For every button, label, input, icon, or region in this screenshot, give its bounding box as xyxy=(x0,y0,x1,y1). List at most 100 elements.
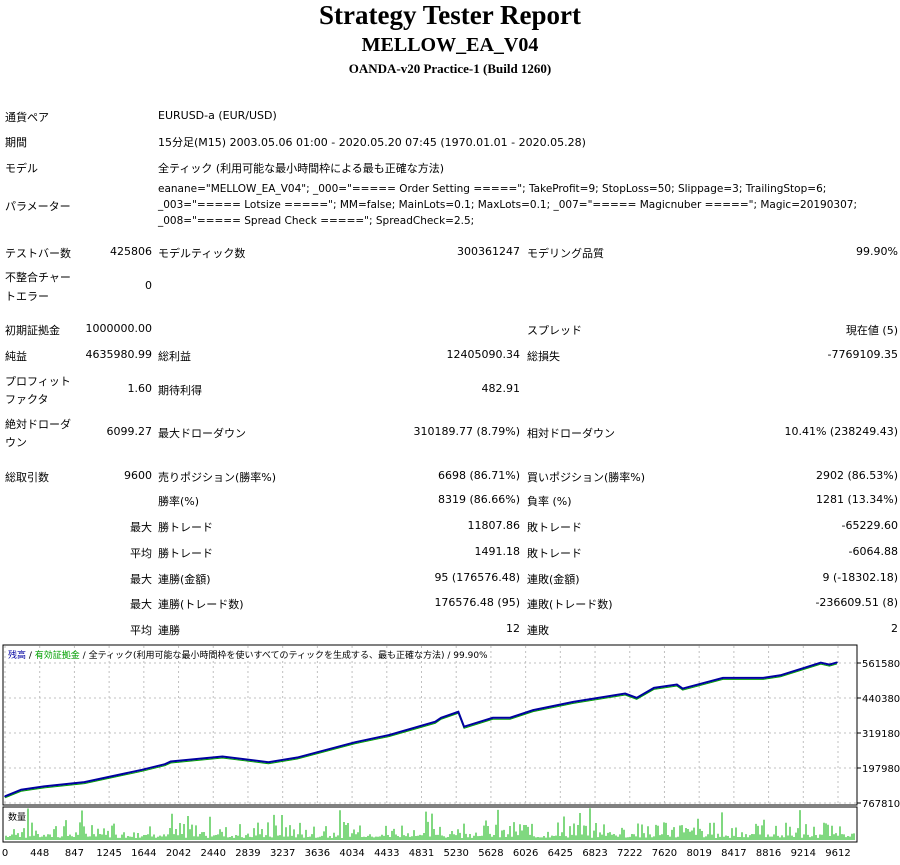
stat-avg-loss-label: 敗トレード xyxy=(527,547,582,560)
stat-ticks: 300361247 xyxy=(457,245,520,258)
legend-model: 全ティック(利用可能な最小時間枠を使いすべてのティックを生成する、最も正確な方法… xyxy=(89,649,445,661)
stat-mismatch: 0 xyxy=(145,279,152,292)
stat-win-pct: 8319 (86.66%) xyxy=(437,493,520,506)
stat-max-label: 最大 xyxy=(130,598,152,611)
stat-avg-label: 平均 xyxy=(130,624,152,637)
balance-point xyxy=(653,687,655,689)
x-tick-label: 5230 xyxy=(443,848,468,859)
stat-gross-profit-label: 総利益 xyxy=(158,350,191,363)
balance-point xyxy=(722,677,724,679)
period-value: 15分足(M15) 2003.05.06 01:00 - 2020.05.20 … xyxy=(158,136,586,149)
legend-sep1: / xyxy=(26,651,35,661)
x-tick-label: 0 xyxy=(2,848,8,859)
symbol-label: 通貨ペア xyxy=(5,111,49,124)
stat-max-cons-wins: 95 (176576.48) xyxy=(434,571,520,584)
balance-point xyxy=(296,756,299,759)
balance-point xyxy=(267,761,270,763)
y-tick-label: 1979808 xyxy=(862,764,900,775)
stat-pf-label2: ファクタ xyxy=(5,393,49,406)
stat-quality: 99.90% xyxy=(856,245,898,258)
balance-point xyxy=(388,734,391,736)
stat-short-label: 売りポジション(勝率%) xyxy=(158,471,277,484)
balance-point xyxy=(819,661,822,664)
stat-net: 4635980.99 xyxy=(85,348,152,361)
x-tick-label: 5628 xyxy=(478,848,503,859)
stat-mismatch-label1: 不整合チャー xyxy=(5,271,71,284)
stat-avg-win-label: 勝トレード xyxy=(158,547,213,560)
x-tick-label: 448 xyxy=(30,848,49,859)
legend-equity: 有効証拠金 xyxy=(35,649,80,661)
stat-avg-cons-wins: 12 xyxy=(506,622,520,635)
model-value: 全ティック (利用可能な最小時間枠による最も正確な方法) xyxy=(158,162,445,175)
balance-point xyxy=(762,677,765,679)
volume-label: 数量 xyxy=(8,811,26,823)
balance-point xyxy=(221,755,224,758)
stat-ticks-label: モデルティック数 xyxy=(158,247,246,260)
balance-point xyxy=(20,788,22,791)
balance-point xyxy=(681,687,684,690)
x-tick-label: 2440 xyxy=(201,848,226,859)
params-line: _003="===== Lotsize ====="; MM=false; Ma… xyxy=(158,199,857,211)
x-tick-label: 6026 xyxy=(513,848,538,859)
balance-point xyxy=(828,663,831,666)
stat-max-cons-loss-label: 連敗(トレード数) xyxy=(527,598,613,611)
model-label: モデル xyxy=(5,162,38,175)
balance-point xyxy=(635,697,638,699)
stat-long: 2902 (86.53%) xyxy=(815,469,898,482)
server-name: OANDA-v20 Practice-1 (Build 1260) xyxy=(348,61,552,76)
stat-spread-label: スプレッド xyxy=(527,324,582,337)
stat-avg-win: 1491.18 xyxy=(474,545,521,558)
stat-pf: 1.60 xyxy=(127,382,153,395)
stat-loss-pct: 1281 (13.34%) xyxy=(815,493,898,506)
balance-point xyxy=(43,785,45,788)
stat-win-pct-label: 勝率(%) xyxy=(158,495,200,508)
stat-largest-win: 11807.86 xyxy=(467,519,521,532)
x-tick-label: 9214 xyxy=(791,848,816,859)
x-tick-label: 2042 xyxy=(166,848,191,859)
stat-gross-profit: 12405090.34 xyxy=(446,348,520,361)
balance-point xyxy=(169,760,172,763)
balance-point xyxy=(164,763,166,765)
chart-legend: 残高 / 有効証拠金 / 全ティック(利用可能な最小時間枠を使いすべてのティック… xyxy=(8,649,488,661)
x-tick-label: 4831 xyxy=(409,848,434,859)
symbol-value: EURUSD-a (EUR/USD) xyxy=(158,109,277,122)
stat-max-cons-wins-label: 連勝(金額) xyxy=(158,573,211,586)
balance-point xyxy=(624,692,626,695)
stat-deposit-label: 初期証拠金 xyxy=(5,324,60,337)
balance-point xyxy=(572,701,575,703)
stat-bars-label: テストバー数 xyxy=(5,247,71,260)
stat-expected-label: 期待利得 xyxy=(158,384,202,397)
stat-abs-dd-label2: ウン xyxy=(5,436,27,449)
stat-long-label: 買いポジション(勝率%) xyxy=(527,471,646,484)
volume-frame xyxy=(2,806,858,843)
stat-quality-label: モデリング品質 xyxy=(527,247,604,260)
stat-abs-dd-label1: 絶対ドローダ xyxy=(5,418,71,431)
report-title: Strategy Tester Report xyxy=(319,0,581,30)
stat-max-label: 最大 xyxy=(130,521,152,534)
stat-avg-loss: -6064.88 xyxy=(848,545,898,558)
balance-point xyxy=(509,716,511,719)
balance-point xyxy=(141,769,143,771)
stat-pf-label1: プロフィット xyxy=(5,375,71,388)
stat-max-cons-losses-label: 連敗(金額) xyxy=(527,573,580,586)
balance-point xyxy=(434,720,437,723)
stat-gross-loss: -7769109.35 xyxy=(827,348,898,361)
stat-max-dd: 310189.77 (8.79%) xyxy=(413,425,520,438)
balance-chart: 0 448 847 1245 1644 2042 2440 2839 3237 3636 4034 4… xyxy=(2,644,900,859)
y-tick-label: 4403805 xyxy=(862,694,900,705)
params-line: _008="===== Spread Check ====="; SpreadC… xyxy=(158,215,475,227)
stat-deposit: 1000000.00 xyxy=(85,322,152,335)
stat-max-cons-loss: -236609.51 (8) xyxy=(815,596,898,609)
params-line: eanane="MELLOW_EA_V04"; _000="===== Orde… xyxy=(158,183,827,195)
x-tick-label: 7222 xyxy=(617,848,642,859)
legend-quality: 99.90% xyxy=(453,651,488,661)
stat-loss-pct-label: 負率 (%) xyxy=(527,495,572,508)
x-tick-label: 8417 xyxy=(721,848,746,859)
params-label: パラメーター xyxy=(5,200,71,213)
x-tick-label: 847 xyxy=(65,848,84,859)
legend-balance: 残高 xyxy=(8,649,26,661)
stat-net-label: 純益 xyxy=(5,350,27,363)
balance-point xyxy=(457,710,460,713)
stat-avg-label: 平均 xyxy=(130,547,152,560)
x-tick-label: 1644 xyxy=(131,848,156,859)
